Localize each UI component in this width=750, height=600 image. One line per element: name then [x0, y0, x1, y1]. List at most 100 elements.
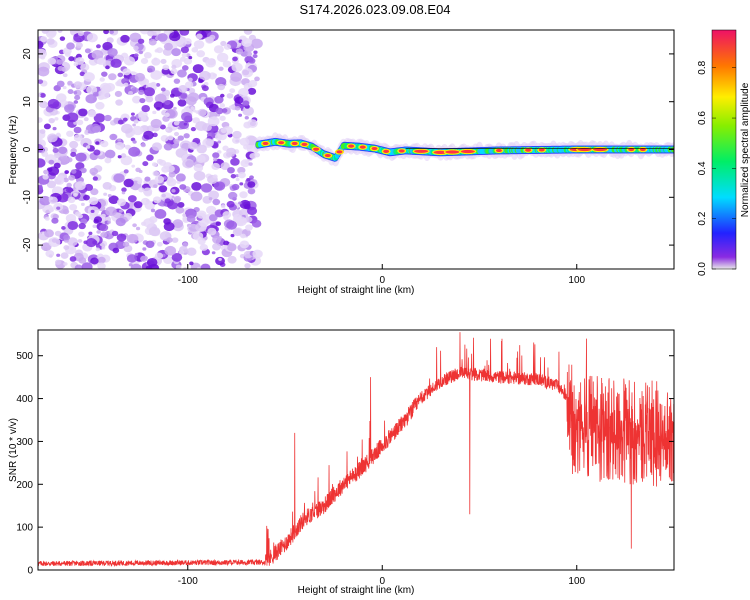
noise-blob: [212, 236, 222, 244]
noise-blob: [161, 67, 170, 75]
snr-y-tick-label: 500: [16, 351, 33, 362]
noise-blob: [193, 163, 204, 172]
noise-blob: [122, 241, 130, 247]
noise-blob: [48, 196, 58, 205]
noise-blob: [230, 233, 235, 238]
noise-blob: [213, 45, 224, 54]
noise-blob: [163, 143, 173, 151]
noise-blob: [66, 130, 74, 137]
signal-hotspot-red: [301, 142, 308, 147]
spectrogram-x-tick-label: -100: [178, 275, 198, 286]
noise-blob: [101, 213, 106, 218]
noise-blob: [84, 129, 89, 133]
noise-blob: [184, 38, 192, 45]
noise-blob: [212, 198, 221, 206]
noise-blob: [155, 83, 161, 87]
noise-blob: [196, 144, 207, 154]
noise-blob: [96, 230, 101, 234]
noise-blob: [247, 206, 258, 216]
noise-blob: [81, 202, 85, 206]
noise-blob: [179, 30, 190, 36]
noise-blob: [187, 223, 200, 234]
noise-blob: [232, 228, 243, 237]
noise-blob: [173, 78, 181, 84]
noise-blob: [150, 118, 162, 129]
noise-blob: [154, 209, 167, 219]
noise-blob: [73, 121, 78, 125]
noise-blob: [107, 194, 112, 198]
noise-blob: [117, 138, 122, 142]
noise-blob: [56, 206, 61, 210]
signal-hotspot-red: [291, 141, 298, 146]
noise-blob: [239, 191, 248, 199]
noise-blob: [248, 162, 253, 166]
noise-blob: [46, 38, 55, 45]
noise-blob: [73, 126, 82, 134]
noise-blob: [240, 233, 246, 239]
noise-blob: [101, 246, 106, 250]
noise-blob: [73, 91, 78, 95]
noise-blob: [46, 167, 53, 173]
noise-blob: [175, 264, 182, 269]
snr-x-tick-label: 0: [379, 576, 385, 587]
noise-blob: [121, 77, 130, 85]
colorbar-tick-label: 0.8: [697, 60, 708, 74]
noise-blob: [69, 140, 79, 149]
noise-blob: [138, 89, 145, 96]
snr-frame: [37, 329, 675, 571]
noise-blob: [249, 175, 254, 180]
noise-blob: [212, 152, 220, 159]
noise-blob: [144, 200, 156, 210]
noise-blob: [207, 227, 217, 236]
spectrogram-y-tick-label: -10: [22, 190, 33, 205]
noise-blob: [231, 62, 243, 72]
noise-blob: [116, 233, 127, 242]
noise-blob: [230, 71, 243, 82]
noise-blob: [165, 128, 169, 132]
noise-blob: [73, 134, 83, 142]
noise-blob: [52, 147, 59, 154]
spectrogram-y-tick-label: -20: [22, 237, 33, 252]
noise-blob: [215, 221, 222, 227]
noise-blob: [177, 99, 187, 107]
noise-blob: [99, 82, 111, 92]
noise-blob: [56, 253, 61, 257]
noise-blob: [235, 177, 240, 182]
noise-blob: [186, 247, 197, 256]
noise-blob: [123, 56, 136, 66]
noise-blob: [219, 103, 226, 108]
noise-blob: [182, 242, 189, 248]
noise-blob: [230, 157, 240, 166]
noise-blob: [199, 70, 211, 81]
noise-blob: [96, 57, 106, 66]
noise-blob: [234, 105, 241, 111]
noise-blob: [160, 87, 166, 92]
noise-blob: [219, 115, 226, 121]
noise-blob: [156, 241, 163, 247]
noise-blob: [141, 221, 147, 226]
noise-blob: [152, 170, 160, 177]
noise-blob: [232, 56, 238, 62]
noise-blob: [121, 187, 127, 192]
noise-blob: [85, 145, 91, 149]
noise-blob: [64, 170, 70, 174]
noise-blob: [169, 93, 175, 98]
snr-y-tick-label: 400: [16, 394, 33, 405]
noise-blob: [92, 176, 99, 181]
noise-blob: [127, 195, 137, 203]
noise-blob: [212, 157, 218, 162]
snr-y-tick-label: 300: [16, 437, 33, 448]
noise-blob: [181, 111, 193, 122]
noise-blob: [163, 222, 175, 232]
noise-blob: [95, 101, 105, 110]
noise-blob: [238, 201, 242, 205]
noise-blob: [47, 133, 58, 143]
noise-blob: [228, 105, 234, 110]
noise-blob: [215, 76, 227, 87]
noise-blob: [179, 184, 187, 190]
noise-blob: [147, 30, 155, 37]
noise-blob: [217, 150, 222, 154]
noise-blob: [171, 64, 177, 70]
noise-blob: [167, 135, 174, 141]
noise-blob: [242, 100, 250, 107]
